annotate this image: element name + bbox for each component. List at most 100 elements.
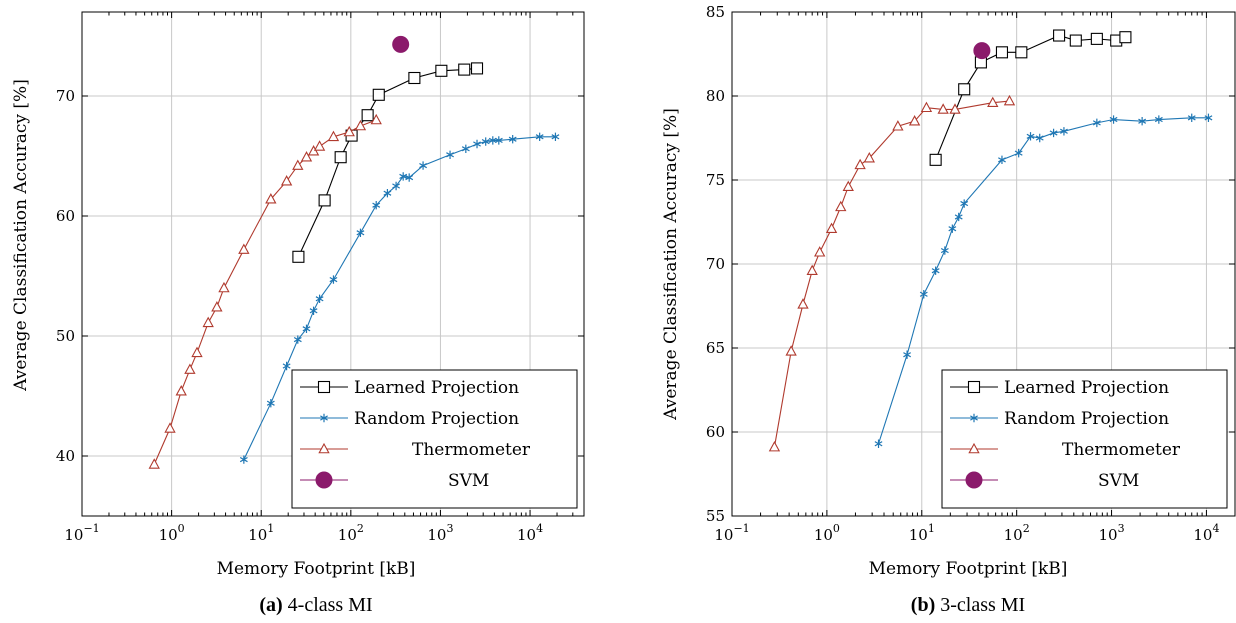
panel-b-xtick-label-exp: 1 (928, 522, 935, 535)
panel-a-ytick-label: 40 (56, 447, 75, 465)
panel-a-ylabel: Average Classification Accuracy [%] (11, 79, 31, 392)
panel-a-data-point (408, 71, 421, 85)
panel-b-xtick-label-exp: 0 (833, 522, 840, 535)
panel-b-data-point (842, 180, 854, 192)
panel-a-xtick-label: 103 (427, 522, 453, 544)
panel-a-data-point (419, 161, 428, 170)
panel-b-data-point (954, 212, 963, 222)
panel-b-ytick-label: 75 (706, 171, 725, 189)
panel-b-ytick-label: 55 (706, 507, 725, 525)
panel-b-data-point (973, 42, 991, 60)
panel-a-legend-marker (317, 380, 331, 394)
panel-a-data-point (392, 181, 401, 191)
panel-b-series-square (929, 29, 1132, 166)
panel-a-legend-label: Thermometer (412, 440, 531, 460)
panel-a-xlabel: Memory Footprint [kB] (217, 559, 416, 579)
panel-b-series-line (935, 34, 1126, 161)
panel-a-xtick-label-exp: 3 (446, 522, 453, 535)
panel-b-caption-text: 3-class MI (940, 594, 1025, 616)
panel-a-ytick-label: 60 (56, 207, 75, 225)
panel-b-data-point (1109, 115, 1118, 124)
panel-a-legend: Learned Projection Random Projection Therm… (291, 369, 578, 509)
panel-b-legend-marker (970, 413, 978, 423)
panel-a-data-point (370, 113, 382, 125)
panel-a-data-point (300, 151, 313, 162)
panel-a-legend-label: Random Projection (354, 409, 519, 429)
panel-b-data-point (919, 290, 928, 299)
panel-b-xtick-label: 102 (1004, 522, 1030, 544)
panel-b-series-line (877, 117, 1209, 444)
panel-b-ytick-label: 60 (706, 423, 725, 441)
panel-b-legend: Learned Projection Random Projection Therm… (941, 369, 1228, 509)
panel-a-data-point (293, 335, 302, 344)
panel-a-data-point (315, 294, 324, 303)
panel-b-xtick-label: 103 (1099, 522, 1125, 544)
panel-b-data-point (835, 200, 847, 212)
panel-b-series-circle (973, 42, 991, 60)
panel-b-data-point (1060, 127, 1068, 136)
panel-b-data-point (1069, 34, 1082, 47)
panel-a-data-point (470, 62, 484, 75)
panel-b-data-point (1204, 113, 1213, 123)
panel-b-data-point (785, 345, 797, 356)
panel-b-series-star (874, 113, 1213, 448)
panel-a-caption-text: 4-class MI (288, 594, 373, 616)
panel-a-data-point (309, 306, 318, 315)
panel-b-xtick-label: 101 (909, 522, 935, 544)
panel-b-data-point (931, 266, 940, 275)
panel-a-legend-marker (320, 413, 328, 423)
panel-a-data-point (329, 275, 338, 284)
panel-b-data-point (949, 103, 961, 114)
panel-a-data-point (535, 132, 544, 141)
panel-b-xtick-label-base: 10 (1099, 526, 1118, 544)
panel-a-data-point (461, 144, 470, 153)
panel-b-data-point (1026, 132, 1035, 141)
panel-b-data-point (940, 246, 949, 255)
panel-b-data-point (1119, 31, 1132, 44)
panel-a-data-point (392, 35, 410, 53)
panel-a-data-point (508, 135, 517, 144)
panel-b-data-point (797, 298, 809, 309)
panel-b-legend-marker (967, 380, 981, 394)
panel-b-caption-tag: (b) (911, 594, 935, 616)
panel-a-xtick-label-exp: 1 (267, 522, 274, 535)
panel-b-data-point (825, 222, 838, 234)
panel-b-data-point (1092, 118, 1101, 128)
panel-a-data-point (343, 125, 355, 137)
panel-a-data-point (191, 346, 203, 358)
panel-b-xtick-label-exp: 4 (1212, 522, 1219, 535)
panel-b-xtick-label: 104 (1193, 522, 1219, 544)
panel-a-data-point (238, 243, 250, 254)
panel-a-data-point (265, 193, 277, 204)
panel-a-legend-label: SVM (448, 471, 489, 491)
panel-b-data-point (874, 439, 883, 448)
panel-a-data-point (435, 64, 448, 77)
panel-b-ytick-label: 65 (706, 339, 725, 357)
panel-b-xtick-label-base: 10 (1004, 526, 1023, 544)
panel-a-xtick-label-exp: −1 (83, 522, 99, 535)
panel-b: Average Classification Accuracy [%] Memo… (661, 3, 1236, 616)
panel-a-xtick-label: 10−1 (64, 522, 99, 544)
panel-b-data-point (854, 158, 866, 170)
panel-b-xlabel: Memory Footprint [kB] (869, 559, 1068, 579)
panel-b-ylabel: Average Classification Accuracy [%] (661, 108, 681, 421)
panel-a-xtick-label-exp: 4 (536, 522, 543, 535)
panel-a-xtick-label-base: 10 (248, 526, 267, 544)
panel-b-legend-label: Thermometer (1062, 440, 1181, 460)
panel-b-data-point (1154, 115, 1163, 124)
panel-a-xtick-label-exp: 0 (178, 522, 185, 535)
panel-b-data-point (995, 46, 1009, 59)
panel-a-xtick-label: 102 (338, 522, 364, 544)
panel-a-data-point (458, 63, 471, 76)
panel-a-data-point (211, 301, 223, 312)
panel-a-ytick-label: 50 (56, 327, 75, 345)
panel-a-caption-tag: (a) (259, 594, 282, 616)
panel-b-data-point (998, 155, 1006, 165)
panel-b-data-point (1049, 128, 1058, 138)
panel-a-data-point (239, 455, 248, 464)
panel-a-xtick-label-exp: 2 (357, 522, 364, 535)
panel-b-caption: (b) 3-class MI (911, 594, 1025, 616)
panel-a-data-point (218, 281, 230, 293)
panel-a-data-point (282, 361, 291, 371)
